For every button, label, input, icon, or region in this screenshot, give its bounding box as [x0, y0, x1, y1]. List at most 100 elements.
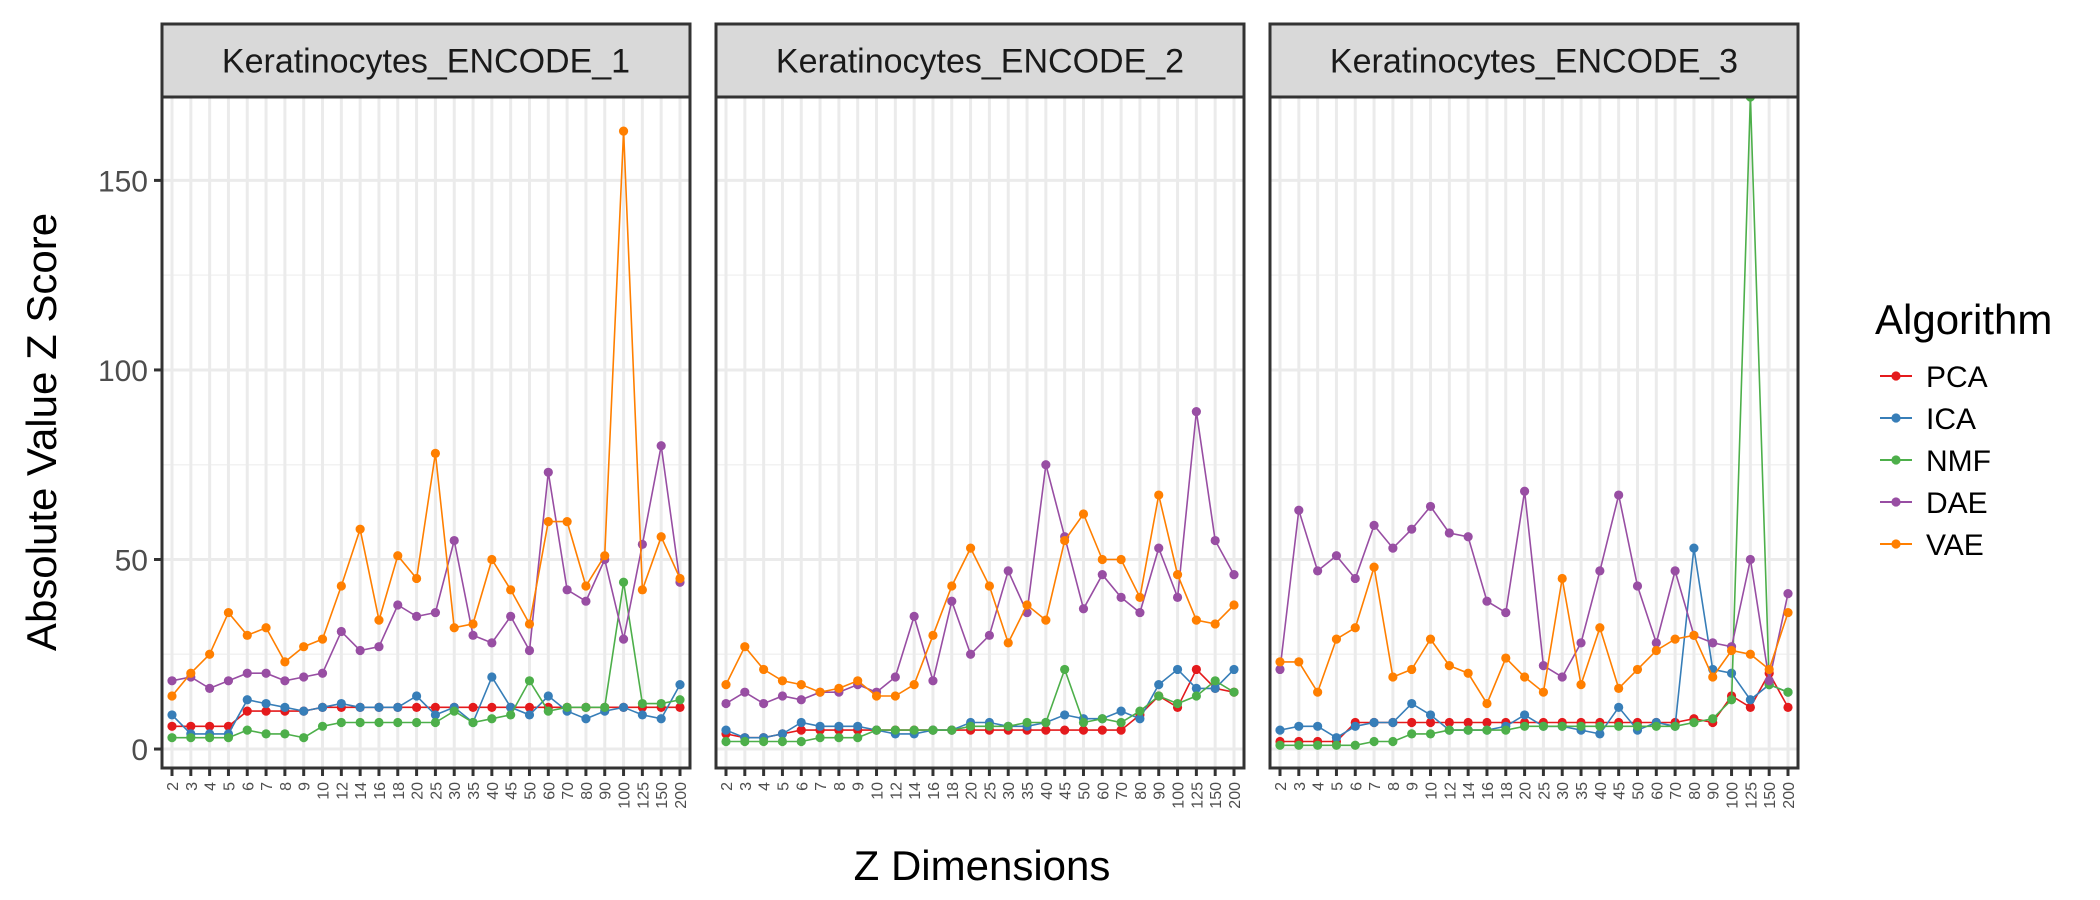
x-tick-label: 50 [522, 782, 539, 800]
legend-label: VAE [1926, 529, 1984, 562]
y-axis-title: Absolute Value Z Score [18, 213, 65, 651]
data-point-ica [1350, 721, 1360, 731]
data-point-ica [1595, 729, 1605, 739]
x-tick-label: 8 [1386, 782, 1403, 791]
x-tick-label: 12 [1442, 782, 1459, 800]
data-point-dae [1745, 554, 1755, 565]
data-point-ica [524, 710, 535, 720]
data-point-nmf [1651, 721, 1661, 731]
data-point-pca [1041, 725, 1051, 735]
data-point-dae [581, 596, 591, 606]
data-point-pca [1425, 717, 1436, 728]
data-point-nmf [1191, 691, 1201, 701]
series-line-vae [1280, 566, 1789, 706]
data-point-nmf [1482, 725, 1492, 735]
data-point-pca [524, 702, 535, 712]
data-point-dae [487, 638, 497, 648]
x-tick-label: 80 [1687, 782, 1704, 800]
x-tick-label: 4 [1311, 782, 1328, 791]
data-point-vae [1135, 592, 1145, 603]
x-axis-title: Z Dimensions [854, 842, 1111, 889]
data-point-nmf [1172, 698, 1183, 709]
data-point-vae [1614, 683, 1624, 693]
data-point-pca [1745, 702, 1755, 712]
data-point-vae [984, 581, 995, 591]
x-tick-label: 90 [1152, 782, 1169, 800]
y-tick-label: 0 [131, 734, 148, 767]
data-point-nmf [543, 706, 553, 716]
data-point-dae [1519, 486, 1530, 496]
data-point-vae [1097, 554, 1107, 565]
x-tick-label: 14 [353, 782, 370, 800]
data-point-nmf [506, 710, 516, 720]
data-point-dae [1407, 524, 1417, 534]
data-point-ica [1275, 725, 1285, 735]
data-point-nmf [984, 721, 995, 731]
data-point-nmf [796, 736, 806, 747]
data-point-ica [261, 698, 271, 709]
facet-strip [1268, 22, 1800, 99]
data-point-vae [1576, 679, 1586, 690]
data-point-nmf [581, 702, 591, 712]
data-point-vae [562, 516, 572, 527]
data-point-pca [1060, 725, 1070, 735]
data-point-nmf [1463, 725, 1473, 735]
data-point-ica [1229, 664, 1239, 675]
series-line-ica [171, 675, 681, 735]
data-point-pca [675, 702, 685, 712]
data-point-nmf [468, 717, 478, 728]
data-point-vae [299, 642, 309, 652]
data-point-ica [1388, 717, 1398, 728]
data-point-nmf [1388, 736, 1398, 747]
data-point-ica [374, 702, 384, 712]
x-tick-label: 35 [466, 782, 483, 800]
data-point-vae [965, 543, 976, 553]
data-point-nmf [1557, 721, 1567, 731]
data-point-nmf [317, 721, 328, 731]
data-point-ica [1614, 702, 1624, 712]
x-tick-label: 16 [372, 782, 389, 800]
data-point-dae [1116, 592, 1126, 603]
data-point-vae [1557, 573, 1567, 584]
data-point-dae [411, 611, 422, 621]
data-point-nmf [205, 733, 215, 743]
x-tick-label: 200 [673, 782, 690, 809]
data-point-vae [1172, 570, 1183, 580]
x-tick-label: 30 [1001, 782, 1018, 800]
legend-label: ICA [1926, 403, 1976, 436]
data-point-dae [1444, 528, 1454, 538]
legend: Algorithm PCA ICA NMF DAE VAE [1875, 296, 2052, 562]
data-point-vae [1745, 649, 1755, 659]
x-tick-label: 9 [851, 782, 868, 791]
data-point-ica [1060, 710, 1070, 720]
data-point-ica [1425, 710, 1436, 720]
data-point-pca [1078, 725, 1089, 735]
series-line-dae [171, 445, 681, 690]
series-dae [1275, 486, 1793, 686]
data-point-ica [280, 702, 290, 712]
data-point-nmf [600, 702, 610, 712]
data-point-nmf [1003, 721, 1013, 731]
data-point-ica [1210, 683, 1220, 693]
data-point-vae [317, 634, 328, 644]
data-point-vae [186, 668, 196, 678]
data-point-dae [618, 634, 629, 644]
data-point-ica [336, 698, 346, 709]
data-point-nmf [1614, 721, 1624, 731]
x-tick-label: 14 [907, 782, 924, 800]
data-point-nmf [1783, 687, 1793, 697]
data-point-vae [1444, 661, 1454, 671]
x-tick-label: 125 [635, 782, 652, 809]
series-vae [721, 490, 1239, 701]
data-point-dae [656, 441, 666, 451]
data-point-dae [506, 611, 516, 621]
x-tick-label: 10 [870, 782, 887, 800]
data-point-vae [355, 524, 365, 534]
data-point-pca [411, 702, 422, 712]
data-point-vae [487, 554, 497, 565]
series-line-dae [725, 411, 1235, 705]
data-point-dae [1482, 596, 1492, 606]
data-point-ica [637, 710, 647, 720]
data-point-nmf [928, 725, 938, 735]
data-point-vae [223, 607, 234, 618]
